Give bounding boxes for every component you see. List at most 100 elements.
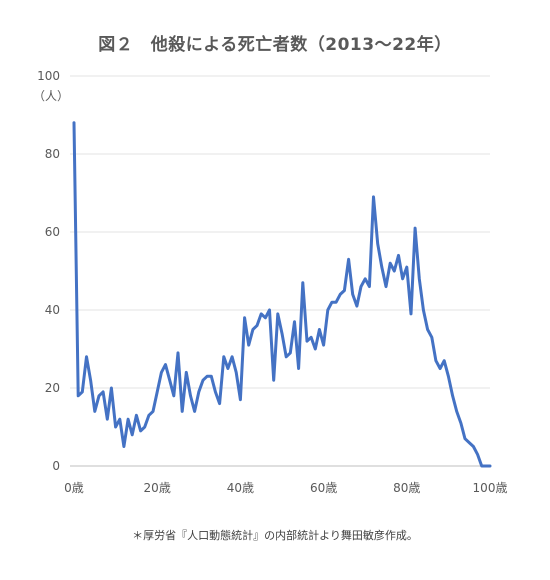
data-point — [281, 332, 283, 335]
y-axis-label: （人） — [33, 89, 69, 103]
data-point — [351, 293, 354, 296]
data-point — [476, 453, 479, 456]
data-point — [364, 278, 367, 280]
data-point — [256, 324, 258, 327]
data-point — [177, 352, 179, 354]
data-point — [252, 328, 254, 331]
y-tick-label: 60 — [45, 225, 60, 239]
data-point — [202, 379, 204, 382]
x-tick-label: 20歳 — [144, 481, 171, 495]
data-point — [114, 426, 117, 428]
data-point — [148, 414, 150, 417]
data-point — [214, 391, 217, 393]
chart-title: 図２ 他殺による死亡者数（2013〜22年） — [98, 35, 452, 55]
data-point — [89, 379, 92, 382]
data-point — [123, 445, 125, 448]
data-point — [206, 375, 208, 378]
data-point — [189, 395, 192, 397]
data-point — [164, 363, 167, 366]
y-axis-ticks: 0 20 40 60 80 100 — [37, 69, 60, 473]
x-tick-label: 60歳 — [310, 481, 337, 495]
data-point — [239, 398, 242, 401]
data-point — [156, 391, 158, 393]
data-point — [414, 227, 416, 229]
data-point — [181, 410, 183, 413]
data-point — [193, 410, 196, 413]
data-point — [335, 301, 337, 304]
y-tick-label: 0 — [52, 459, 60, 473]
data-point — [173, 395, 175, 397]
data-point — [198, 391, 200, 393]
data-point — [152, 410, 154, 413]
data-point — [310, 336, 312, 339]
data-point — [264, 317, 267, 319]
data-point — [368, 285, 371, 288]
data-point — [331, 301, 333, 304]
data-point — [143, 426, 146, 428]
data-point — [185, 371, 188, 374]
data-point — [218, 402, 221, 405]
data-point — [168, 379, 171, 382]
data-point — [426, 328, 429, 331]
data-point — [451, 395, 454, 397]
data-point — [389, 262, 391, 265]
gridlines — [70, 75, 490, 467]
data-point — [260, 313, 263, 315]
data-point — [322, 344, 325, 346]
data-point — [447, 375, 450, 378]
data-point — [480, 465, 483, 467]
data-point — [318, 328, 321, 331]
y-tick-label: 20 — [45, 381, 60, 395]
data-point — [347, 258, 350, 261]
data-point — [439, 367, 441, 370]
x-tick-label: 0歳 — [64, 481, 84, 495]
data-point — [393, 270, 396, 272]
data-point — [277, 313, 279, 315]
data-point — [339, 293, 342, 296]
data-point — [455, 410, 458, 413]
data-point — [406, 266, 408, 268]
data-point — [360, 285, 362, 288]
data-point — [314, 348, 317, 350]
data-point — [302, 281, 304, 284]
data-point — [460, 422, 462, 424]
y-tick-label: 80 — [45, 147, 60, 161]
data-point — [397, 254, 400, 257]
data-point — [385, 285, 387, 288]
data-point — [127, 418, 129, 421]
series-lines — [72, 121, 492, 468]
data-point — [235, 371, 238, 374]
data-point — [85, 356, 88, 358]
data-point — [410, 313, 412, 315]
data-point — [372, 196, 375, 198]
y-tick-label: 40 — [45, 303, 60, 317]
data-point — [210, 375, 213, 378]
data-point — [306, 340, 308, 343]
data-point — [247, 344, 250, 346]
data-point — [160, 371, 163, 374]
data-point — [139, 430, 142, 432]
data-point — [356, 305, 358, 307]
x-tick-label: 80歳 — [393, 481, 420, 495]
data-point — [131, 434, 134, 436]
data-point — [468, 441, 471, 444]
data-point — [297, 367, 300, 370]
data-point — [418, 278, 421, 280]
data-point — [81, 391, 84, 393]
data-point — [381, 266, 383, 268]
data-point — [343, 289, 346, 292]
data-point — [326, 309, 329, 311]
data-point — [489, 465, 491, 467]
data-point — [435, 359, 437, 362]
x-tick-label: 40歳 — [227, 481, 254, 495]
source-footnote: ＊厚労省『人口動態統計』の内部統計より舞田敏彦作成。 — [132, 529, 418, 542]
data-point — [422, 309, 425, 311]
data-point — [401, 278, 404, 280]
data-point — [472, 445, 475, 448]
data-point — [243, 317, 246, 319]
data-point — [464, 437, 466, 440]
data-point — [231, 356, 233, 358]
data-point — [485, 465, 487, 467]
